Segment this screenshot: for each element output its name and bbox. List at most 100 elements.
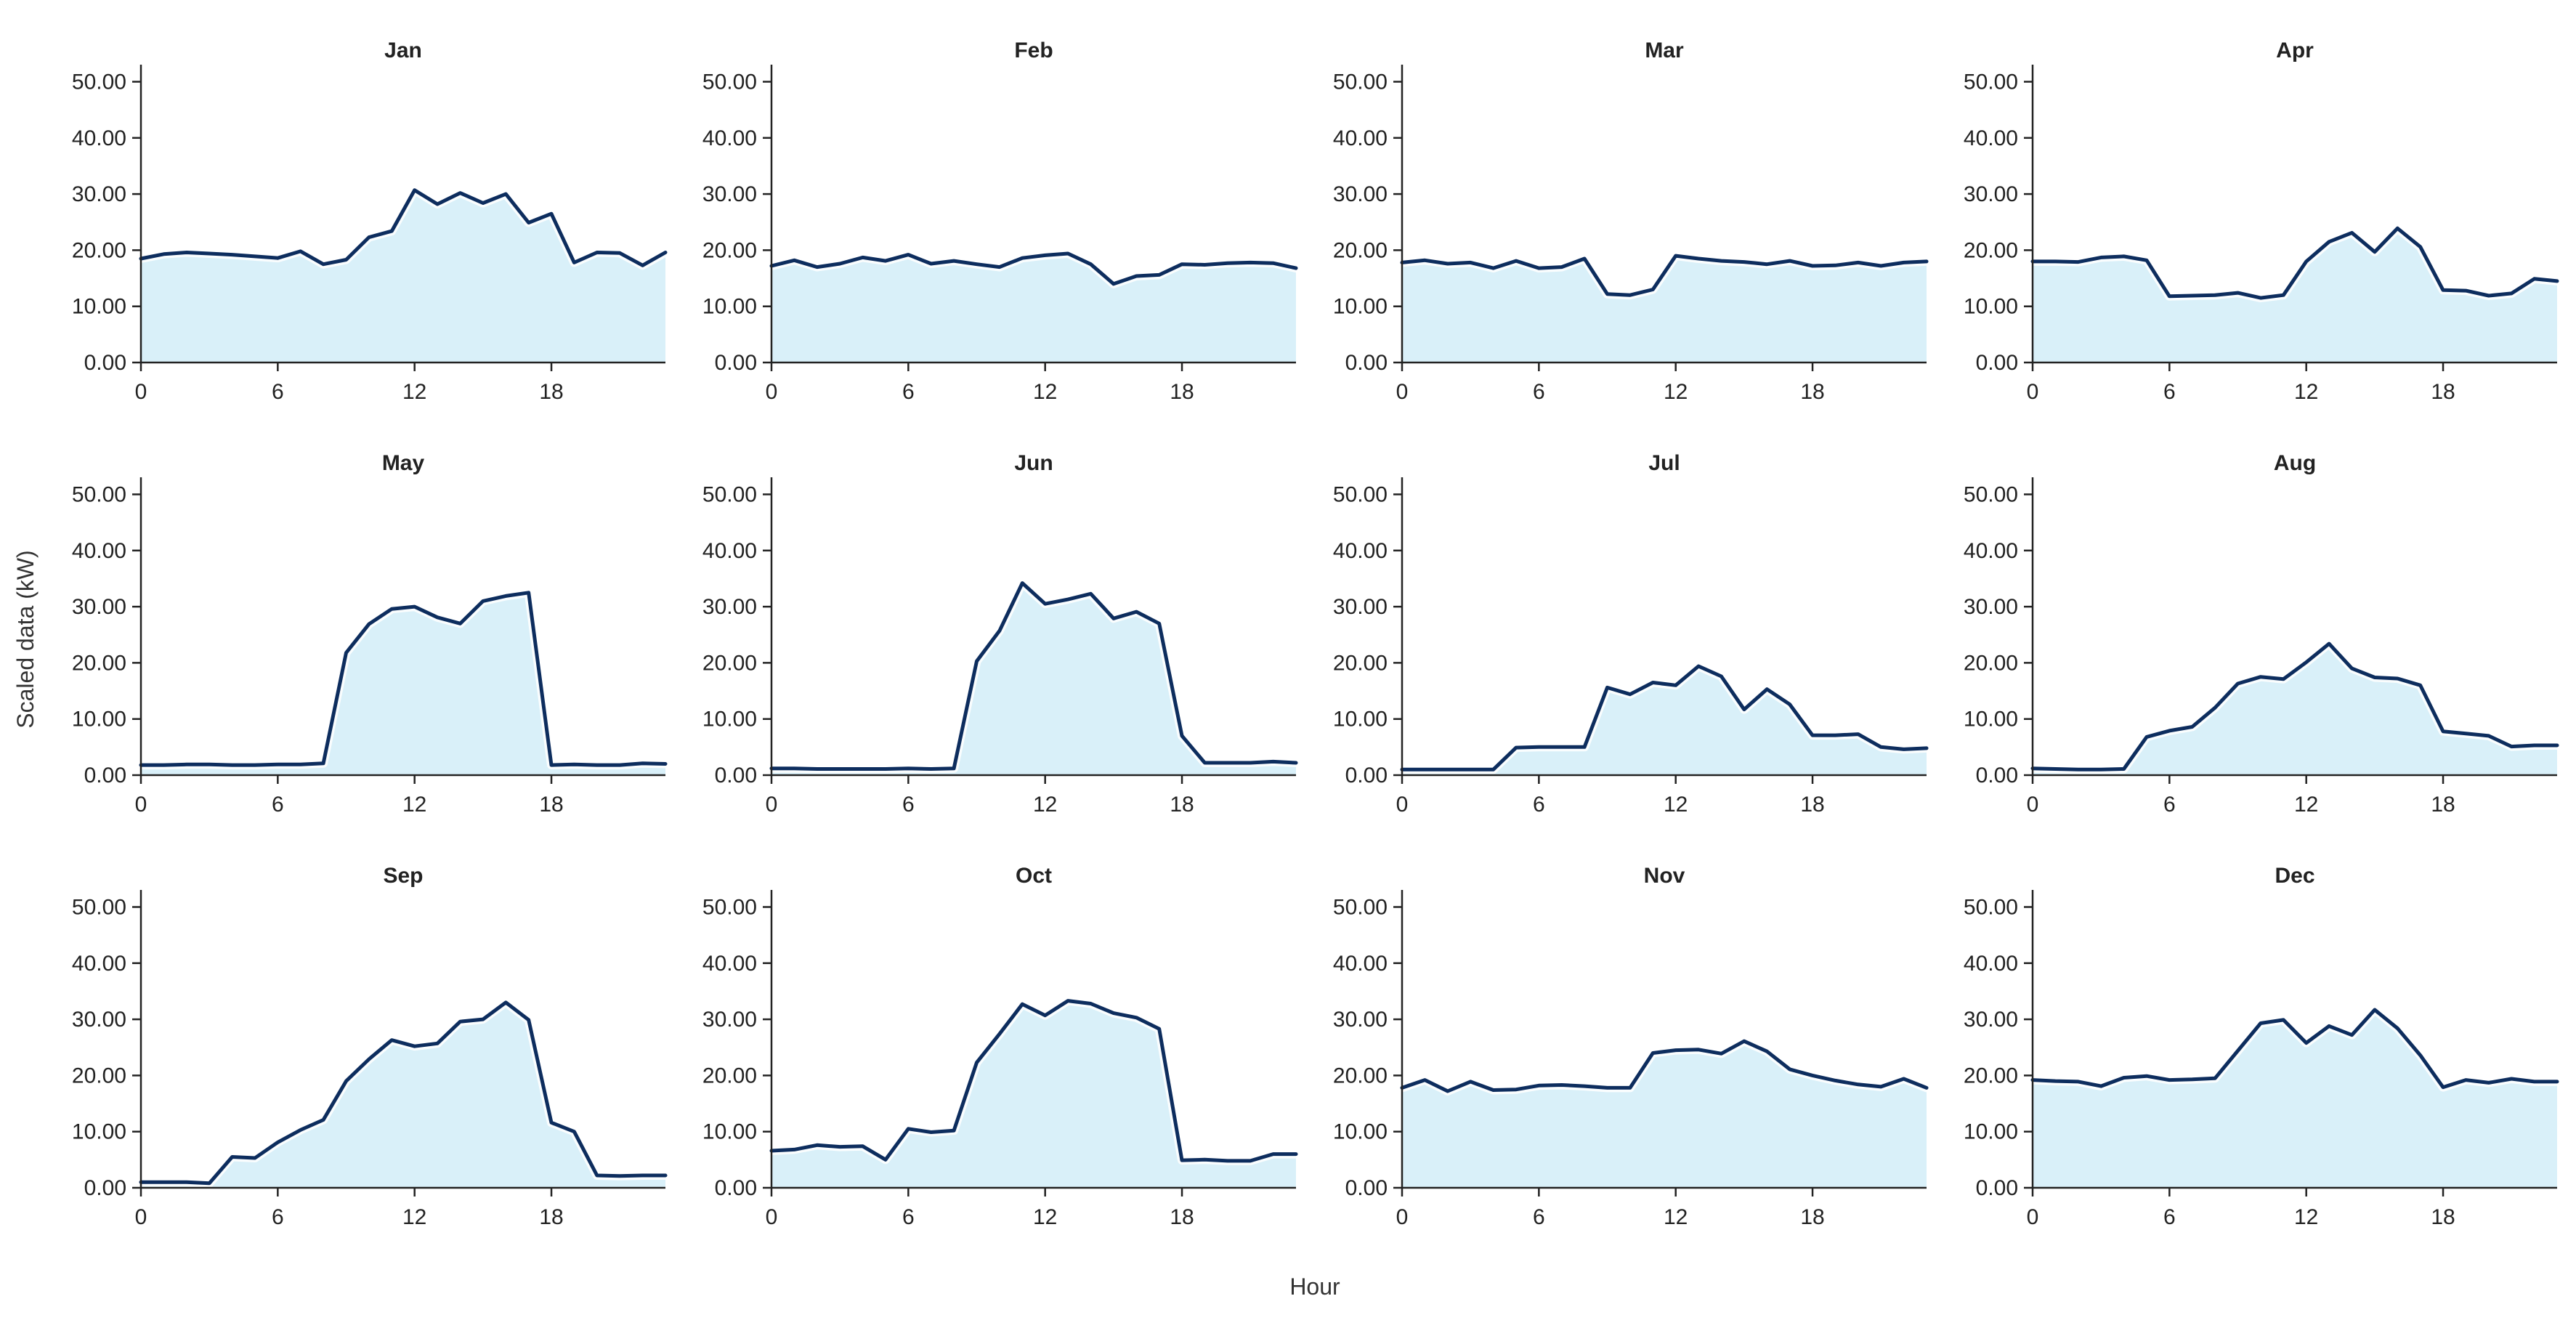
y-tick-label-jun-50: 50.00	[702, 483, 757, 507]
x-tick-label-jan-0: 0	[135, 380, 147, 404]
panel-title-apr: Apr	[2276, 39, 2314, 62]
x-tick-label-feb-18: 18	[1170, 380, 1194, 404]
y-tick-label-feb-30: 30.00	[702, 182, 757, 206]
series-line-jul	[1400, 664, 1929, 772]
y-tick-label-may-50: 50.00	[72, 483, 126, 507]
series-line-oct	[769, 999, 1298, 1163]
y-tick-label-aug-10: 10.00	[1964, 708, 2018, 732]
area-dec	[2033, 1010, 2557, 1188]
y-tick-label-apr-0: 0.00	[1976, 351, 2018, 375]
x-tick-label-nov-6: 6	[1533, 1205, 1545, 1229]
y-tick-label-apr-40: 40.00	[1964, 126, 2018, 150]
y-tick-label-jan-30: 30.00	[72, 182, 126, 206]
y-tick-label-jul-40: 40.00	[1333, 539, 1388, 563]
y-tick-label-oct-30: 30.00	[702, 1008, 757, 1032]
panel-dec: Dec 0.00 10.00 20.00 30.00 40.00 50.00 0 6 12 18	[1964, 864, 2561, 1229]
y-tick-label-oct-20: 20.00	[702, 1064, 757, 1088]
y-tick-label-oct-40: 40.00	[702, 952, 757, 976]
x-tick-label-oct-12: 12	[1033, 1205, 1057, 1229]
x-tick-label-jun-18: 18	[1170, 793, 1194, 817]
panel-title-nov: Nov	[1644, 864, 1685, 888]
y-tick-label-apr-20: 20.00	[1964, 238, 2018, 262]
x-tick-label-mar-18: 18	[1800, 380, 1824, 404]
panel-jan: Jan 0.00 10.00 20.00 30.00 40.00 50.00 0 6 12 18	[72, 39, 670, 404]
y-tick-label-jan-40: 40.00	[72, 126, 126, 150]
y-tick-label-dec-50: 50.00	[1964, 896, 2018, 920]
panel-title-feb: Feb	[1014, 39, 1053, 62]
x-tick-label-jul-6: 6	[1533, 793, 1545, 817]
y-tick-label-jun-40: 40.00	[702, 539, 757, 563]
panel-apr: Apr 0.00 10.00 20.00 30.00 40.00 50.00 0 6 12 18	[1964, 39, 2561, 404]
y-tick-label-jun-0: 0.00	[715, 764, 757, 787]
panel-feb: Feb 0.00 10.00 20.00 30.00 40.00 50.00 0 6 12 18	[702, 39, 1300, 404]
y-tick-label-jan-20: 20.00	[72, 238, 126, 262]
y-tick-label-jul-50: 50.00	[1333, 483, 1388, 507]
y-tick-label-oct-50: 50.00	[702, 896, 757, 920]
x-tick-label-sep-0: 0	[135, 1205, 147, 1229]
y-tick-label-may-40: 40.00	[72, 539, 126, 563]
panel-title-sep: Sep	[383, 864, 423, 888]
y-tick-label-apr-10: 10.00	[1964, 295, 2018, 319]
panel-title-jun: Jun	[1014, 451, 1053, 475]
y-tick-label-nov-30: 30.00	[1333, 1008, 1388, 1032]
y-tick-label-mar-30: 30.00	[1333, 182, 1388, 206]
y-tick-label-sep-10: 10.00	[72, 1120, 126, 1144]
area-nov	[1402, 1041, 1927, 1188]
x-tick-label-may-0: 0	[135, 793, 147, 817]
x-tick-label-may-18: 18	[539, 793, 563, 817]
x-tick-label-jun-0: 0	[766, 793, 778, 817]
y-tick-label-oct-0: 0.00	[715, 1176, 757, 1200]
x-tick-label-apr-6: 6	[2163, 380, 2176, 404]
panel-mar: Mar 0.00 10.00 20.00 30.00 40.00 50.00 0 6 12 18	[1333, 39, 1931, 404]
x-tick-label-mar-12: 12	[1664, 380, 1688, 404]
x-tick-label-oct-6: 6	[902, 1205, 915, 1229]
x-tick-label-may-12: 12	[402, 793, 426, 817]
y-tick-label-oct-10: 10.00	[702, 1120, 757, 1144]
y-tick-label-may-30: 30.00	[72, 595, 126, 619]
y-tick-label-jul-10: 10.00	[1333, 708, 1388, 732]
y-tick-label-aug-20: 20.00	[1964, 651, 2018, 675]
panel-title-jul: Jul	[1648, 451, 1680, 475]
y-tick-label-sep-0: 0.00	[84, 1176, 126, 1200]
series-line-apr	[2030, 226, 2559, 300]
y-tick-label-jun-20: 20.00	[702, 651, 757, 675]
y-tick-label-sep-40: 40.00	[72, 952, 126, 976]
series-line-dec	[2030, 1008, 2559, 1090]
x-tick-label-may-6: 6	[272, 793, 284, 817]
x-tick-label-jun-12: 12	[1033, 793, 1057, 817]
panel-title-aug: Aug	[2274, 451, 2316, 475]
area-may	[141, 592, 665, 775]
x-tick-label-aug-18: 18	[2431, 793, 2455, 817]
y-tick-label-apr-50: 50.00	[1964, 70, 2018, 94]
x-tick-label-aug-0: 0	[2027, 793, 2039, 817]
x-tick-label-dec-6: 6	[2163, 1205, 2176, 1229]
series-line-nov	[1400, 1039, 1929, 1093]
area-feb	[771, 254, 1296, 363]
y-tick-label-mar-40: 40.00	[1333, 126, 1388, 150]
y-tick-label-nov-20: 20.00	[1333, 1064, 1388, 1088]
x-tick-label-jul-18: 18	[1800, 793, 1824, 817]
y-tick-label-jul-20: 20.00	[1333, 651, 1388, 675]
y-tick-label-feb-50: 50.00	[702, 70, 757, 94]
series-line-sep	[139, 1000, 668, 1186]
y-tick-label-jun-10: 10.00	[702, 708, 757, 732]
panel-may: May 0.00 10.00 20.00 30.00 40.00 50.00 0 6 12 18	[72, 451, 670, 817]
y-tick-label-aug-40: 40.00	[1964, 539, 2018, 563]
y-tick-label-nov-10: 10.00	[1333, 1120, 1388, 1144]
x-tick-label-apr-0: 0	[2027, 380, 2039, 404]
series-line-may	[139, 591, 668, 767]
x-tick-label-sep-18: 18	[539, 1205, 563, 1229]
area-mar	[1402, 256, 1927, 363]
area-jun	[771, 583, 1296, 775]
panel-aug: Aug 0.00 10.00 20.00 30.00 40.00 50.00 0 6 12 18	[1964, 451, 2561, 817]
y-tick-label-aug-30: 30.00	[1964, 595, 2018, 619]
y-tick-label-dec-20: 20.00	[1964, 1064, 2018, 1088]
x-tick-label-jun-6: 6	[902, 793, 915, 817]
y-tick-label-jan-50: 50.00	[72, 70, 126, 94]
panel-title-dec: Dec	[2275, 864, 2314, 888]
y-axis-title: Scaled data (kW)	[12, 550, 39, 728]
y-tick-label-jun-30: 30.00	[702, 595, 757, 619]
x-tick-label-nov-12: 12	[1664, 1205, 1688, 1229]
